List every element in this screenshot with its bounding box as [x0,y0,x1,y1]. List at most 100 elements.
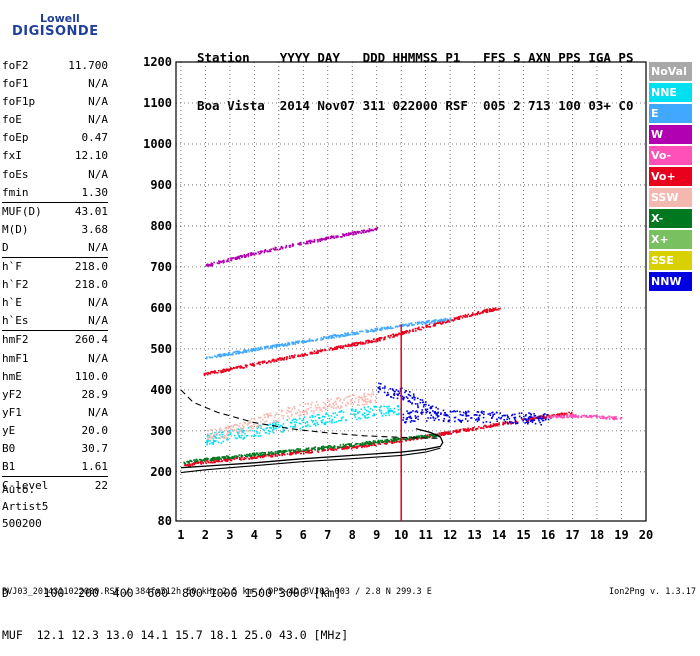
trace-point [370,328,373,331]
trace-point [281,409,284,412]
parameter-value: 3.68 [81,222,109,236]
trace-point [254,434,257,437]
trace-point [244,350,247,353]
trace-point [229,433,232,435]
trace-point [233,429,236,431]
legend-item: E [649,104,692,123]
trace-point [354,416,357,418]
trace-point [184,464,187,466]
trace-point [425,320,428,323]
trace-point [263,251,266,254]
trace-point [356,331,358,333]
density-profile-dashed [180,389,438,439]
trace-point [620,417,622,419]
trace-point [471,314,473,317]
trace-point [342,233,344,235]
trace-point [402,416,405,419]
trace-point [416,397,419,400]
trace-point [350,443,353,445]
trace-point [299,417,301,420]
trace-point [391,327,393,330]
trace-point [310,403,313,406]
parameter-label: B0 [2,441,16,455]
trace-point [458,429,461,432]
trace-point [401,330,404,333]
trace-point [269,250,272,253]
trace-point [498,422,500,425]
trace-point [370,395,373,398]
trace-point [291,408,294,410]
trace-point [213,372,216,374]
trace-point [491,411,494,414]
trace-point [503,414,505,417]
trace-point [271,452,274,454]
trace-point [371,409,374,411]
trace-point [603,417,605,420]
trace-point [443,414,445,416]
trace-point [448,419,451,422]
trace-point [221,431,223,434]
trace-point [430,414,433,417]
trace-point [222,353,224,356]
trace-point [334,334,336,337]
parameter-value: 1.30 [81,185,109,199]
trace-point [465,412,467,415]
trace-point [267,416,270,419]
trace-point [429,433,431,436]
trace-point [338,336,341,338]
trace-point [275,427,277,430]
trace-3 [205,317,452,360]
trace-point [539,417,542,420]
trace-point [242,427,245,429]
trace-point [427,320,429,323]
trace-point [423,404,425,406]
trace-point [331,418,334,421]
trace-point [225,437,228,439]
trace-point [270,345,272,348]
trace-point [250,363,252,366]
trace-point [420,434,422,437]
trace-point [188,464,191,467]
trace-point [227,351,230,354]
trace-1 [183,433,440,465]
trace-point [443,417,446,420]
trace-point [433,435,436,438]
trace-point [217,441,220,444]
trace-point [374,329,377,332]
trace-point [226,369,229,371]
trace-point [422,435,425,438]
trace-point [218,261,221,263]
trace-point [206,356,208,359]
trace-point [187,462,190,464]
trace-point [386,438,388,441]
trace-point [417,436,420,439]
trace-point [285,412,288,414]
trace-point [431,320,434,322]
trace-point [348,395,350,398]
trace-point [353,333,356,336]
trace-point [313,238,316,241]
trace-point [408,412,411,415]
trace-point [281,357,283,359]
trace-point [353,344,356,347]
trace-point [246,455,249,458]
trace-point [227,425,230,428]
trace-point [222,371,225,373]
trace-point [523,418,526,420]
trace-point [440,318,443,321]
trace-point [336,235,339,237]
trace-point [615,418,618,420]
trace-point [292,426,295,428]
trace-point [494,424,496,427]
trace-point [346,445,348,448]
trace-point [442,431,444,434]
trace-point [269,430,271,433]
trace-point [384,439,386,442]
trace-point [568,411,570,414]
trace-point [480,312,482,314]
trace-point [440,433,442,436]
trace-point [529,412,532,415]
trace-point [225,459,228,462]
trace-point [214,428,217,431]
trace-point [350,400,352,403]
